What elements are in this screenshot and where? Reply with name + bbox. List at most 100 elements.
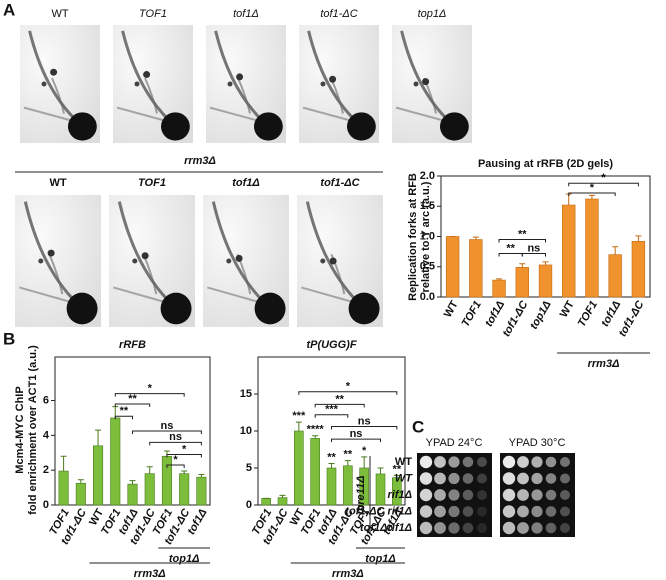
significance-bracket [314, 414, 349, 418]
error-bar [328, 463, 335, 468]
gel-arc [23, 106, 77, 123]
spot [477, 457, 487, 467]
spot [462, 522, 474, 534]
spot [502, 505, 516, 518]
gel-arc [19, 286, 76, 305]
x-tick-label: WT [442, 299, 461, 320]
spot [517, 522, 529, 534]
gel-arc [307, 30, 358, 123]
y-tick-label: 2 [43, 464, 49, 476]
spot [502, 472, 516, 485]
bar [58, 470, 69, 506]
gel-spot [413, 81, 419, 87]
y-tick-label: 0.0 [420, 291, 435, 303]
spot [448, 505, 460, 518]
gel-arc [51, 77, 65, 114]
spot [477, 506, 487, 517]
significance-bracket [331, 438, 381, 443]
gel-spot [160, 292, 192, 325]
gel-arc [237, 77, 251, 114]
row-label: tof1Δrif1Δ [360, 522, 412, 534]
y-tick-label: 5 [246, 462, 252, 474]
panel-label: A [3, 0, 15, 19]
gel-image [297, 195, 383, 327]
error-bar [519, 263, 526, 268]
y-tick-label: 0 [43, 499, 49, 511]
bar [492, 279, 506, 298]
gel-label: tof1Δ [233, 8, 259, 20]
gel-spot [161, 112, 190, 141]
chart-title: rRFB [119, 339, 146, 351]
gel-arc [395, 106, 449, 123]
significance-bracket [114, 415, 133, 420]
spot [502, 455, 516, 469]
spot [531, 456, 543, 468]
x-tick-label: tof1Δ [599, 299, 623, 329]
panel-label: B [3, 329, 15, 348]
spot [517, 489, 529, 501]
gel-image [109, 195, 195, 327]
bar [179, 473, 190, 506]
group-label: top1Δ [365, 553, 396, 565]
x-tick-label: tof1Δ [483, 299, 507, 329]
bar [93, 445, 104, 506]
gel-spot [254, 112, 283, 141]
error-bar [129, 480, 136, 485]
spot [419, 472, 433, 485]
bar-label: ** [344, 449, 353, 461]
bar-label: *** [292, 410, 306, 422]
significance-label: * [590, 182, 595, 194]
spot [560, 490, 570, 500]
bar [469, 239, 483, 298]
significance-label: ns [169, 431, 182, 443]
significance-label: ** [128, 393, 137, 405]
error-bar [279, 494, 286, 498]
gel-spot [320, 81, 326, 87]
gel-arc [207, 286, 264, 305]
gel-spot [41, 81, 47, 87]
significance-label: * [182, 443, 187, 455]
significance-label: ** [506, 242, 515, 254]
error-bar [393, 474, 400, 478]
error-bar [312, 435, 319, 439]
y-axis-label: Mcm4-MYC ChIP [14, 386, 26, 473]
x-tick-label: WT [558, 299, 577, 320]
significance-bracket [498, 239, 546, 243]
error-bar [361, 456, 368, 468]
significance-bracket [149, 441, 202, 446]
group-label: top1Δ [169, 553, 200, 565]
spot [545, 456, 557, 468]
spot [560, 473, 570, 484]
error-bar [198, 474, 205, 478]
spot [560, 457, 570, 467]
bar-label: * [362, 445, 367, 457]
significance-bracket [331, 426, 398, 430]
error-bar [542, 261, 549, 265]
gel-spot [68, 112, 97, 141]
significance-label: * [601, 172, 606, 184]
significance-bracket [298, 391, 398, 395]
bar [196, 476, 207, 506]
x-tick-label: TOF1 [460, 299, 484, 329]
error-bar [496, 278, 503, 281]
spot [434, 489, 446, 501]
gel-spot [132, 258, 138, 264]
significance-label: * [148, 382, 153, 394]
gel-label: WT [51, 8, 68, 20]
error-bar [472, 236, 479, 240]
error-bar [588, 194, 595, 199]
gel-arc [117, 201, 172, 305]
significance-label: *** [325, 404, 339, 416]
spot [448, 489, 460, 501]
gel-arc [302, 106, 356, 123]
gel-spot [66, 292, 98, 325]
spot [462, 506, 474, 517]
bar-label: **** [307, 424, 325, 436]
significance-bracket [114, 393, 185, 397]
significance-bracket [132, 430, 202, 434]
significance-bracket [114, 403, 151, 408]
y-tick-label: 1.0 [420, 230, 435, 242]
plate-title: YPAD 24°C [426, 437, 483, 449]
gel-spot [348, 292, 380, 325]
